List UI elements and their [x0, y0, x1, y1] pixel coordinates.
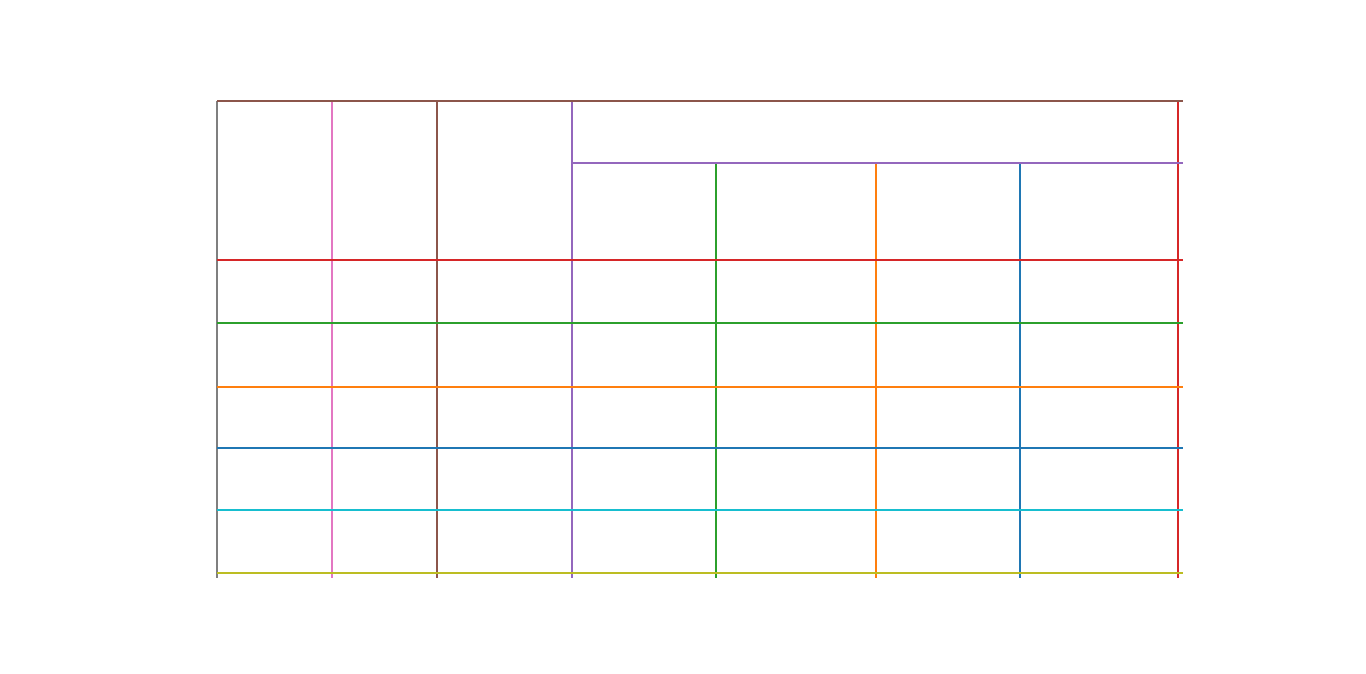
vline-gray — [216, 101, 218, 578]
hline-blue — [217, 447, 1183, 449]
hline-cyan — [217, 509, 1183, 511]
vline-brown — [436, 101, 438, 578]
vline-orange — [875, 163, 877, 578]
vline-purple — [571, 101, 573, 578]
hline-red — [217, 259, 1183, 261]
hline-brown — [217, 100, 1183, 102]
vline-pink — [331, 101, 333, 578]
hline-purple — [571, 162, 1183, 164]
hline-olive — [217, 572, 1183, 574]
vline-red — [1177, 101, 1179, 578]
hline-green — [217, 322, 1183, 324]
vline-green — [715, 163, 717, 578]
vline-blue — [1019, 163, 1021, 578]
hline-orange — [217, 386, 1183, 388]
